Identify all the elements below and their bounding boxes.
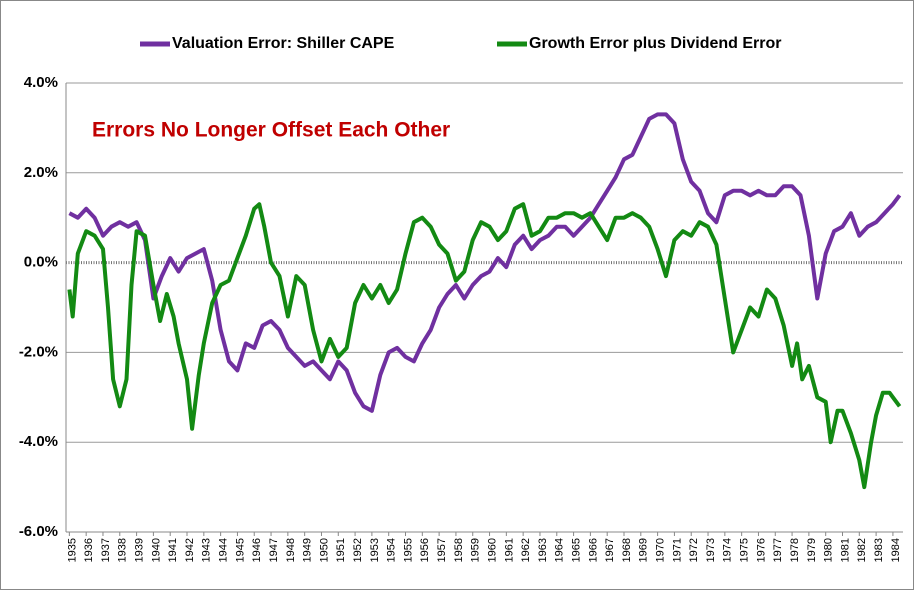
x-tick-label: 1976 — [755, 538, 767, 562]
x-tick-label: 1952 — [352, 538, 364, 562]
x-tick-label: 1977 — [772, 538, 784, 562]
x-tick-label: 1983 — [873, 538, 885, 562]
x-tick-label: 1953 — [369, 538, 381, 562]
x-tick-label: 1968 — [621, 538, 633, 562]
x-tick-label: 1940 — [150, 538, 162, 562]
legend-label: Growth Error plus Dividend Error — [529, 35, 781, 52]
x-tick-label: 1967 — [604, 538, 616, 562]
x-tick-label: 1981 — [839, 538, 851, 562]
x-tick-label: 1982 — [856, 538, 868, 562]
x-tick-label: 1957 — [436, 538, 448, 562]
y-tick-label: -2.0% — [19, 343, 58, 360]
x-tick-label: 1965 — [570, 538, 582, 562]
y-tick-label: 2.0% — [24, 164, 58, 181]
y-tick-label: 0.0% — [24, 254, 58, 271]
series-line — [68, 112, 902, 413]
annotation: Errors No Longer Offset Each Other — [92, 119, 450, 142]
x-tick-label: 1971 — [671, 538, 683, 562]
x-tick-label: 1942 — [184, 538, 196, 562]
x-tick-label: 1969 — [638, 538, 650, 562]
x-tick-label: 1950 — [318, 538, 330, 562]
x-tick-label: 1973 — [705, 538, 717, 562]
x-tick-label: 1958 — [453, 538, 465, 562]
x-tick-label: 1944 — [218, 538, 230, 562]
x-tick-label: 1978 — [789, 538, 801, 562]
y-tick-label: -6.0% — [19, 523, 58, 540]
x-tick-label: 1936 — [83, 538, 95, 562]
x-tick-label: 1980 — [823, 538, 835, 562]
x-tick-label: 1946 — [251, 538, 263, 562]
x-tick-label: 1938 — [117, 538, 129, 562]
x-tick-label: 1949 — [302, 538, 314, 562]
legend-label: Valuation Error: Shiller CAPE — [172, 35, 395, 52]
x-tick-label: 1954 — [386, 538, 398, 562]
x-tick-label: 1970 — [655, 538, 667, 562]
x-tick-label: 1974 — [722, 538, 734, 562]
x-tick-label: 1961 — [503, 538, 515, 562]
x-tick-label: 1945 — [234, 538, 246, 562]
x-tick-label: 1966 — [587, 538, 599, 562]
x-tick-label: 1943 — [201, 538, 213, 562]
x-tick-label: 1948 — [285, 538, 297, 562]
x-tick-label: 1984 — [890, 538, 902, 562]
x-tick-label: 1951 — [335, 538, 347, 562]
x-tick-label: 1972 — [688, 538, 700, 562]
x-tick-label: 1937 — [100, 538, 112, 562]
x-tick-label: 1959 — [470, 538, 482, 562]
y-tick-label: -4.0% — [19, 433, 58, 450]
x-tick-label: 1975 — [739, 538, 751, 562]
x-tick-label: 1956 — [419, 538, 431, 562]
y-tick-label: 4.0% — [24, 74, 58, 91]
x-tick-label: 1955 — [402, 538, 414, 562]
x-tick-label: 1947 — [268, 538, 280, 562]
x-tick-label: 1964 — [554, 538, 566, 562]
x-tick-label: 1962 — [520, 538, 532, 562]
x-tick-label: 1979 — [806, 538, 818, 562]
x-tick-label: 1935 — [66, 538, 78, 562]
x-tick-label: 1963 — [537, 538, 549, 562]
x-tick-label: 1941 — [167, 538, 179, 562]
series-line — [67, 202, 902, 490]
x-tick-label: 1960 — [486, 538, 498, 562]
x-tick-label: 1939 — [133, 538, 145, 562]
